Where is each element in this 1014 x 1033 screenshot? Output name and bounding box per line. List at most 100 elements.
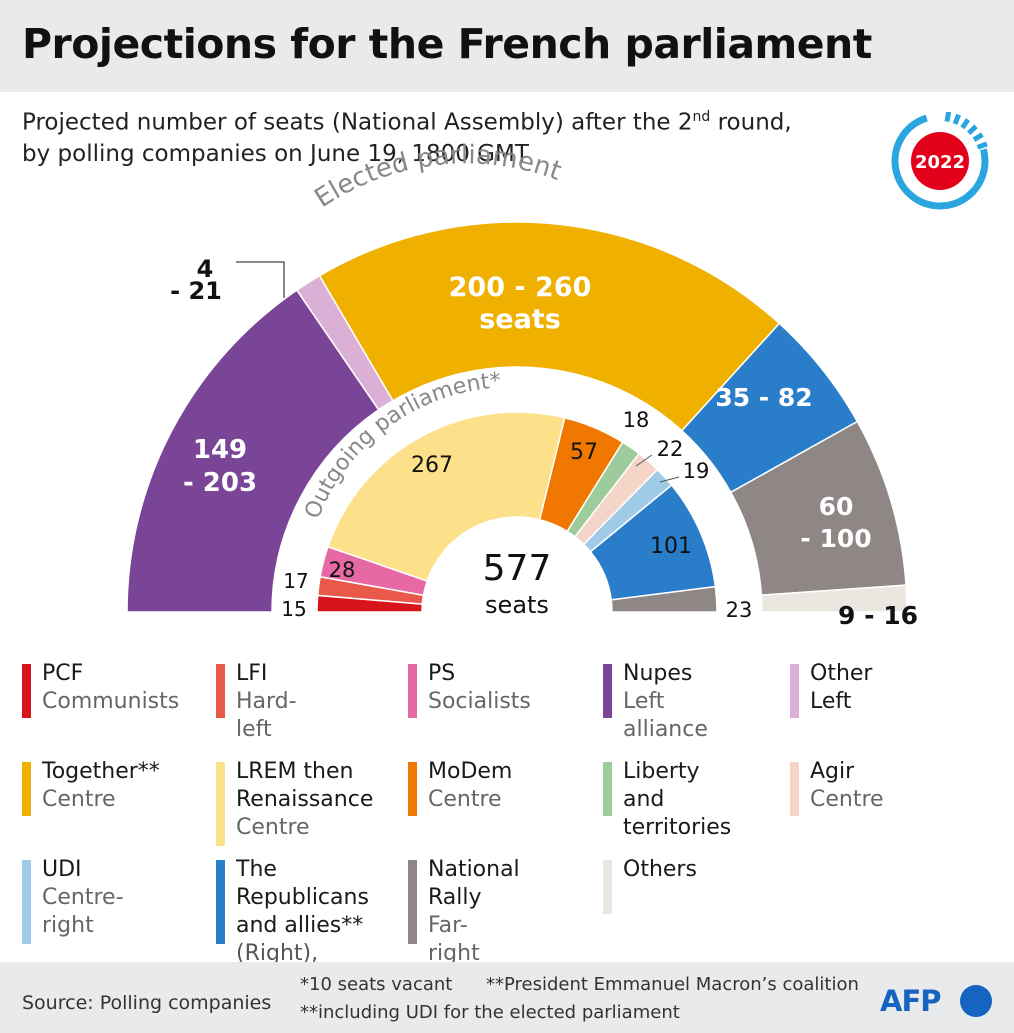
other-left-leader-line (236, 261, 285, 298)
label-pcf: 15 (281, 597, 306, 621)
subtitle-text-end: round, (710, 109, 792, 136)
agir-leader-line (635, 454, 653, 467)
subtitle-line-1: Projected number of seats (National Asse… (22, 109, 792, 136)
legend-name: PCF (42, 661, 84, 686)
afp-logo-dot (960, 985, 992, 1017)
label-rn-elected: 60 - 100 (800, 492, 871, 553)
legend-name: Together** (42, 759, 160, 784)
legend-description: Centre (428, 787, 502, 812)
legend-swatch (22, 762, 31, 816)
elected-parliament-title-text: Elected parliament (309, 140, 565, 214)
legend-name: Agir (810, 759, 855, 784)
legend-name: Other Left (810, 661, 873, 714)
parliament-chart: Elected parliament Outgoing parliament* … (126, 140, 918, 630)
note-udi-included: **including UDI for the elected parliame… (300, 1002, 680, 1023)
outgoing-arc-national-rally (610, 585, 718, 613)
legend-swatch (408, 664, 417, 718)
legend-swatch (790, 664, 799, 718)
subtitle-line-2: by polling companies on June 19, 1800 GM… (22, 141, 529, 167)
legend-name: Nupes (623, 661, 693, 686)
legend-swatch (603, 860, 612, 914)
legend-swatch (790, 762, 799, 816)
year-badge: 2022 (891, 112, 989, 210)
elected-arc-together (318, 221, 781, 432)
label-together-unit: seats (479, 304, 561, 335)
legend-name: National Rally (428, 857, 520, 910)
label-lfi: 17 (283, 569, 308, 593)
legend-description: Centre- right (42, 885, 124, 938)
legend-description: Communists (42, 689, 180, 714)
elected-arc-others (760, 584, 908, 613)
label-nupes-line2: - 203 (183, 468, 257, 498)
elected-parliament-title: Elected parliament (309, 140, 565, 214)
subtitle-text: Projected number of seats (National Asse… (22, 109, 693, 136)
legend-description: Left alliance (623, 689, 708, 742)
label-other-left: 4- 21 (170, 255, 222, 305)
legend-swatch (22, 860, 31, 944)
afp-logo: AFP (880, 984, 996, 1020)
badge-ring (891, 112, 989, 210)
legend-inline-desc: (Right), (236, 941, 319, 966)
label-rn-outgoing: 23 (726, 598, 753, 622)
legend-description: Centre (810, 787, 884, 812)
badge-red-disc (911, 132, 969, 190)
note-macron-coalition: **President Emmanuel Macron’s coalition (486, 974, 859, 995)
footer: Source: Polling companies *10 seats vaca… (0, 962, 1014, 1033)
badge-year-label: 2022 (915, 152, 965, 173)
badge-ring-arc (891, 112, 989, 210)
legend-description: Hard-left (236, 689, 297, 742)
subtitle-superscript: nd (692, 109, 711, 125)
total-seats-unit: seats (485, 591, 549, 619)
label-others-elected: 9 - 16 (838, 601, 918, 630)
label-rn-line1: 60 (819, 492, 854, 521)
legend-name: UDI (42, 857, 82, 882)
total-seats-number: 577 (483, 548, 552, 589)
elected-parliament-arcs (126, 221, 908, 613)
legend-swatch (408, 860, 417, 944)
label-modem: 57 (570, 440, 598, 465)
source-text: Source: Polling companies (22, 992, 272, 1014)
title-bar: Projections for the French parliament (0, 0, 1014, 92)
legend-swatch (216, 762, 225, 846)
page-title: Projections for the French parliament (22, 20, 872, 68)
label-nupes-line1: 149 (193, 435, 247, 465)
label-other-left-line2: - 21 (170, 277, 222, 305)
badge-tick (944, 112, 952, 123)
label-ps: 28 (329, 558, 356, 582)
legend-description: Centre (236, 815, 310, 840)
label-together-range: 200 - 260 (449, 272, 592, 303)
outgoing-arc-lrem-then-renaissance (326, 411, 566, 582)
legend-description: Socialists (428, 689, 531, 714)
legend-description: Centre (42, 787, 116, 812)
label-nupes: 149- 203 (183, 435, 257, 498)
legend-name: LREM then Renaissance (236, 759, 374, 812)
label-other-left-line1: 4 (197, 255, 214, 283)
legend-swatch (408, 762, 417, 816)
legend-swatch (603, 664, 612, 718)
label-udi: 19 (683, 459, 710, 483)
note-vacant-seats: *10 seats vacant (300, 974, 453, 995)
outgoing-parliament-arcs (316, 411, 718, 613)
badge-tick (976, 141, 988, 150)
legend-description: Far-right (428, 913, 480, 966)
label-republicans-outgoing: 101 (650, 534, 692, 559)
legend-swatch (22, 664, 31, 718)
label-together: 200 - 260 seats (449, 272, 592, 335)
badge-tick (960, 118, 971, 130)
label-agir: 22 (657, 437, 684, 461)
badge-tick (967, 124, 978, 136)
legend-swatch (603, 762, 612, 816)
legend-swatch (216, 860, 225, 944)
badge-tick (952, 113, 962, 125)
udi-leader-line (659, 476, 680, 483)
afp-logo-text: AFP (880, 984, 942, 1018)
label-lrem: 267 (411, 453, 453, 478)
label-republicans-elected: 35 - 82 (715, 383, 812, 412)
legend-name: MoDem (428, 759, 513, 784)
label-rn-line2: - 100 (800, 524, 871, 553)
legend-swatch (216, 664, 225, 718)
legend-name: PS (428, 661, 456, 686)
legend-name: Others (623, 857, 697, 882)
legend-name: LFI (236, 661, 268, 686)
elected-arc-nupes (126, 289, 380, 613)
